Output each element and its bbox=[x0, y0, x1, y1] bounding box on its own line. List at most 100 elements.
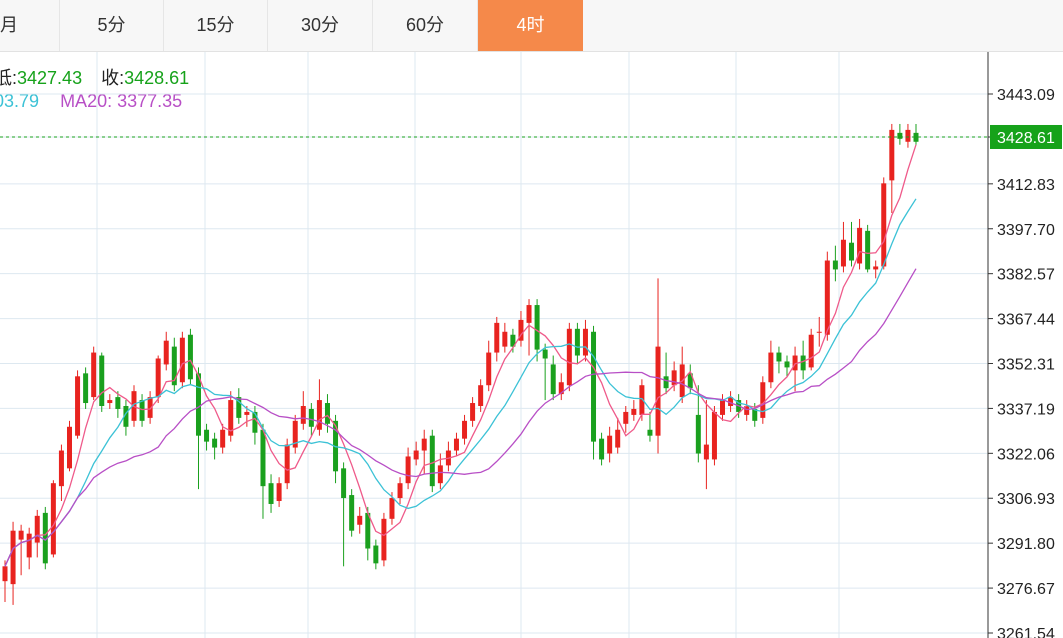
candle-body bbox=[300, 405, 306, 424]
candle-body bbox=[792, 355, 798, 371]
y-tick-label: 3382.57 bbox=[997, 267, 1055, 284]
candle-body bbox=[655, 346, 661, 436]
candle-body bbox=[784, 361, 790, 368]
candle-body bbox=[623, 411, 629, 424]
candle-body bbox=[663, 376, 669, 389]
candle-body bbox=[639, 385, 645, 415]
candle-body bbox=[413, 450, 419, 460]
candle-body bbox=[510, 334, 516, 347]
candle-body bbox=[381, 518, 387, 561]
candle-body bbox=[647, 429, 653, 436]
candle-body bbox=[58, 450, 64, 487]
candle-body bbox=[252, 411, 258, 433]
y-tick-label: 3443.09 bbox=[997, 87, 1055, 104]
candle-body bbox=[470, 403, 476, 421]
candle-body bbox=[236, 397, 242, 418]
candle-body bbox=[99, 355, 105, 406]
candle-body bbox=[341, 468, 347, 499]
candle-body bbox=[389, 498, 395, 519]
candle-body bbox=[365, 512, 371, 549]
candle-body bbox=[405, 456, 411, 484]
tab-month[interactable]: 月 bbox=[0, 0, 60, 51]
candle-body bbox=[881, 183, 887, 267]
candle-body bbox=[542, 349, 548, 359]
ma-info-line: 03.79 MA20: 3377.35 bbox=[0, 91, 182, 112]
candle-body bbox=[292, 420, 298, 448]
tab-30min[interactable]: 30分 bbox=[268, 0, 373, 51]
candle-body bbox=[462, 420, 468, 439]
candle-body bbox=[42, 512, 48, 564]
candle-body bbox=[147, 397, 153, 418]
y-tick-label: 3276.67 bbox=[997, 581, 1055, 598]
candle-body bbox=[212, 438, 218, 448]
candle-body bbox=[163, 340, 169, 365]
candle-body bbox=[171, 346, 177, 386]
candle-body bbox=[776, 352, 782, 362]
candle-body bbox=[195, 373, 201, 436]
candle-body bbox=[534, 305, 540, 350]
close-label: 收: bbox=[101, 68, 125, 88]
candle-body bbox=[808, 334, 814, 368]
candle-body bbox=[83, 373, 89, 404]
candlestick-chart: 3443.09 3428.61 3412.83 3397.70 3382.57 3367.… bbox=[0, 52, 1062, 638]
candle-body bbox=[913, 132, 919, 142]
candle-body bbox=[873, 266, 879, 270]
y-tick-label: 3337.19 bbox=[997, 401, 1055, 418]
candle-body bbox=[228, 400, 234, 436]
candle-body bbox=[349, 495, 355, 531]
candle-body bbox=[889, 129, 895, 181]
candle-body bbox=[631, 408, 637, 415]
candle-body bbox=[220, 429, 226, 448]
candle-body bbox=[260, 429, 266, 487]
candle-body bbox=[752, 408, 758, 421]
y-tick-label: 3306.93 bbox=[997, 491, 1055, 508]
candle-body bbox=[728, 397, 734, 406]
candle-body bbox=[373, 545, 379, 564]
candle-body bbox=[478, 385, 484, 406]
candle-body bbox=[687, 373, 693, 389]
last-price-label: 3428.61 bbox=[997, 130, 1055, 147]
last-price-badge bbox=[990, 124, 1062, 149]
ma20-line bbox=[4, 268, 917, 567]
candle-body bbox=[703, 444, 709, 460]
candle-body bbox=[50, 483, 56, 555]
candle-body bbox=[582, 328, 588, 356]
candle-body bbox=[268, 483, 274, 504]
candle-body bbox=[711, 411, 717, 460]
candle-body bbox=[187, 334, 193, 380]
low-value: 3427.43 bbox=[17, 68, 83, 88]
tab-5min[interactable]: 5分 bbox=[60, 0, 164, 51]
candle-body bbox=[574, 328, 580, 356]
candle-body bbox=[18, 530, 24, 540]
candle-body bbox=[244, 411, 250, 415]
candle-body bbox=[316, 400, 322, 430]
candle-body bbox=[75, 376, 81, 436]
tab-60min[interactable]: 60分 bbox=[373, 0, 478, 51]
candle-body bbox=[695, 414, 701, 454]
candle-body bbox=[832, 260, 838, 270]
ma10-value: 03.79 bbox=[0, 91, 40, 111]
candle-body bbox=[518, 319, 524, 341]
candle-body bbox=[760, 382, 766, 418]
candle-body bbox=[857, 227, 863, 264]
candle-body bbox=[66, 426, 72, 469]
candle-body bbox=[324, 403, 330, 424]
candle-body bbox=[615, 429, 621, 448]
tab-15min[interactable]: 15分 bbox=[164, 0, 268, 51]
tab-4hour[interactable]: 4时 bbox=[478, 0, 583, 51]
candle-body bbox=[421, 438, 427, 451]
candle-body bbox=[91, 352, 97, 398]
candle-body bbox=[397, 483, 403, 499]
ma20-value: 3377.35 bbox=[117, 91, 183, 111]
candle-body bbox=[816, 331, 822, 333]
candle-body bbox=[494, 322, 500, 353]
ma10-line bbox=[4, 198, 917, 567]
y-tick-label: 3261.54 bbox=[997, 626, 1055, 638]
candle-body bbox=[2, 566, 8, 582]
candle-body bbox=[107, 400, 113, 404]
candle-body bbox=[897, 132, 903, 139]
close-value: 3428.61 bbox=[124, 68, 190, 88]
candle-body bbox=[905, 129, 911, 142]
candle-body bbox=[607, 435, 613, 454]
candle-body bbox=[720, 400, 726, 415]
